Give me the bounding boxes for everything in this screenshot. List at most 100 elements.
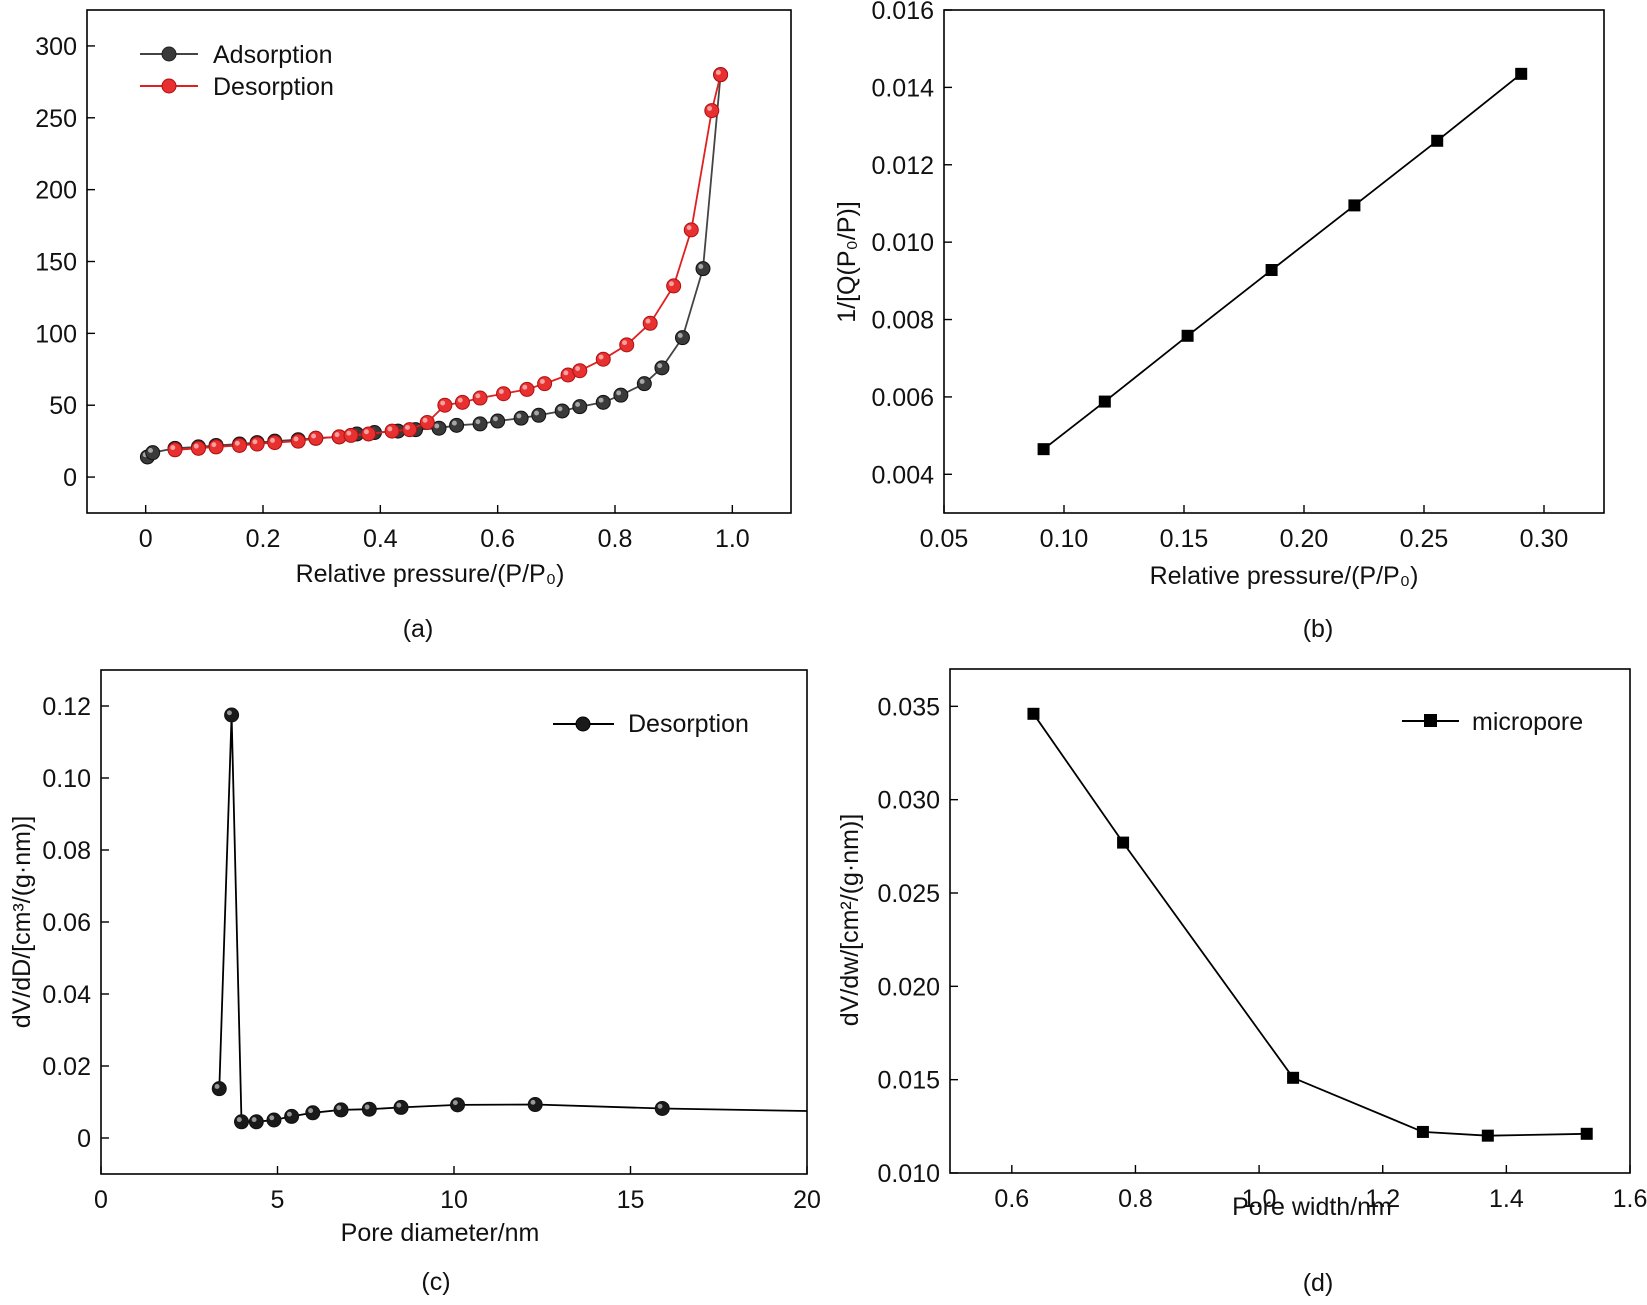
legend-label-adsorption: Adsorption (213, 41, 333, 69)
chart-b-series (1037, 67, 1528, 456)
data-point (674, 330, 690, 346)
data-point-highlight (334, 432, 340, 438)
series-line (174, 74, 722, 451)
y-tick-label: 0.04 (42, 981, 91, 1009)
data-point-highlight (364, 1104, 370, 1110)
x-tick-label: 0.2 (246, 525, 281, 553)
data-point-highlight (534, 410, 539, 416)
y-tick-label: 0.006 (871, 384, 934, 412)
chart-d-xlabel: Pore width/nm (1232, 1193, 1392, 1221)
data-point (190, 440, 206, 456)
chart-c-xlabel: Pore diameter/nm (341, 1219, 540, 1247)
data-point-highlight (211, 442, 217, 448)
data-point (1181, 329, 1194, 342)
data-point-highlight (193, 443, 199, 449)
x-tick-label: 0.8 (1118, 1185, 1153, 1213)
chart-b-panel-label: (b) (1303, 615, 1334, 643)
data-point-highlight (575, 402, 581, 407)
data-point (308, 430, 324, 446)
chart-c-series (211, 707, 808, 1130)
data-point-highlight (252, 439, 258, 445)
data-point (1027, 707, 1040, 720)
x-tick-label: 15 (617, 1186, 645, 1214)
data-point (224, 707, 240, 723)
data-point (642, 315, 658, 331)
data-point (248, 1114, 264, 1130)
y-tick-label: 0.10 (42, 765, 91, 793)
x-tick-label: 0.10 (1040, 525, 1089, 553)
data-point (454, 394, 470, 410)
data-point-highlight (707, 105, 713, 111)
x-tick-label: 1.0 (715, 525, 750, 553)
data-point-highlight (363, 429, 369, 435)
chart-d-ticks: 0.6 0.8 1.0 1.2 1.4 1.6 0.010 0.015 0.020 0.025 0.… (877, 693, 1647, 1213)
x-tick-label: 0.4 (363, 525, 398, 553)
chart-a-xlabel: Relative pressure/(P/P₀) (296, 560, 565, 588)
legend-marker-adsorption (161, 46, 177, 62)
chart-d-legend: micropore (1402, 708, 1583, 736)
data-point (167, 442, 183, 458)
x-tick-label: 0.25 (1400, 525, 1449, 553)
data-point (472, 390, 488, 406)
data-point (343, 427, 359, 443)
data-point (145, 445, 161, 461)
x-tick-label: 1.6 (1613, 1185, 1647, 1213)
chart-c: 0 5 10 15 20 0 0.02 0.04 0.06 0.08 0.10 0.12 Desorp… (8, 669, 821, 1296)
data-point (519, 381, 535, 397)
data-point (496, 386, 512, 402)
x-tick-label: 1.4 (1489, 1185, 1524, 1213)
data-point-highlight (493, 416, 498, 422)
y-tick-label: 0.08 (42, 837, 91, 865)
data-point (449, 417, 465, 433)
chart-b: 0.05 0.10 0.15 0.20 0.25 0.30 0.004 0.006 0.008 0… (833, 0, 1605, 643)
data-point (266, 1112, 282, 1128)
x-tick-label: 20 (793, 1186, 821, 1214)
data-point (666, 278, 682, 294)
data-point-highlight (251, 1117, 257, 1123)
chart-d-panel-label: (d) (1303, 1269, 1334, 1297)
data-point-highlight (387, 426, 393, 432)
y-tick-label: 100 (35, 320, 77, 348)
data-point (1580, 1127, 1593, 1140)
series-line (1043, 73, 1522, 450)
data-point-highlight (598, 354, 604, 360)
data-point-highlight (530, 1099, 536, 1105)
y-tick-label: 0.035 (877, 693, 940, 721)
data-point-highlight (563, 370, 569, 376)
data-point (613, 387, 629, 403)
data-point (361, 426, 377, 442)
data-point-highlight (669, 281, 674, 287)
data-point-highlight (226, 710, 232, 716)
data-point (232, 437, 248, 453)
chart-b-frame (943, 9, 1605, 514)
chart-b-xlabel: Relative pressure/(P/P₀) (1150, 562, 1419, 590)
data-point-highlight (434, 423, 440, 429)
y-tick-label: 200 (35, 177, 77, 205)
data-point (1037, 443, 1050, 456)
data-point-highlight (452, 1100, 458, 1106)
data-point (1265, 264, 1278, 277)
data-point (572, 363, 588, 379)
x-tick-label: 0 (94, 1186, 108, 1214)
data-point (513, 410, 529, 426)
y-tick-label: 0.014 (871, 74, 934, 102)
data-point-highlight (475, 393, 481, 399)
x-tick-label: 1.2 (1365, 1185, 1400, 1213)
x-tick-label: 0.6 (480, 525, 515, 553)
chart-d-frame (949, 668, 1631, 1174)
y-tick-label: 0.02 (42, 1053, 91, 1081)
data-point-highlight (311, 433, 317, 439)
data-point (208, 439, 224, 455)
data-point-highlight (516, 413, 522, 419)
data-point-highlight (148, 447, 153, 453)
data-point (402, 422, 418, 438)
chart-b-ticks: 0.05 0.10 0.15 0.20 0.25 0.30 0.004 0.006 0.008 0… (871, 0, 1568, 553)
y-tick-label: 0.010 (877, 1160, 940, 1188)
y-tick-label: 0.030 (877, 787, 940, 815)
data-point-highlight (236, 1117, 242, 1123)
data-point-highlight (622, 340, 627, 346)
chart-d-ylabel: dV/dw/[cm²/(g·nm)] (836, 814, 864, 1027)
data-point-highlight (293, 436, 299, 442)
y-tick-label: 0.025 (877, 880, 940, 908)
data-point (1416, 1125, 1429, 1138)
